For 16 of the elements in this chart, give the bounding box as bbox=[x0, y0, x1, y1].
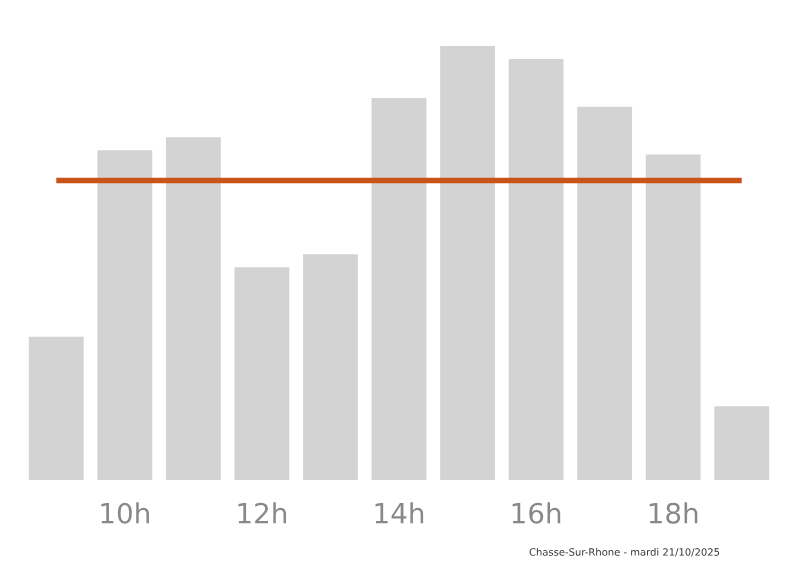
bar bbox=[714, 406, 770, 480]
bar bbox=[440, 46, 495, 480]
bar bbox=[234, 267, 290, 480]
bar bbox=[97, 150, 153, 480]
x-tick-label: 14h bbox=[375, 502, 424, 524]
bar bbox=[165, 137, 221, 480]
x-tick-label: 10h bbox=[101, 502, 149, 524]
bar bbox=[508, 59, 564, 480]
bar bbox=[303, 254, 358, 480]
bar bbox=[577, 106, 633, 480]
x-tick-label: 12h bbox=[238, 502, 287, 524]
bar bbox=[371, 98, 427, 480]
x-tick-label: 16h bbox=[512, 502, 561, 524]
bar bbox=[645, 154, 701, 480]
x-tick-label: 18h bbox=[649, 502, 698, 524]
bar bbox=[28, 336, 84, 480]
